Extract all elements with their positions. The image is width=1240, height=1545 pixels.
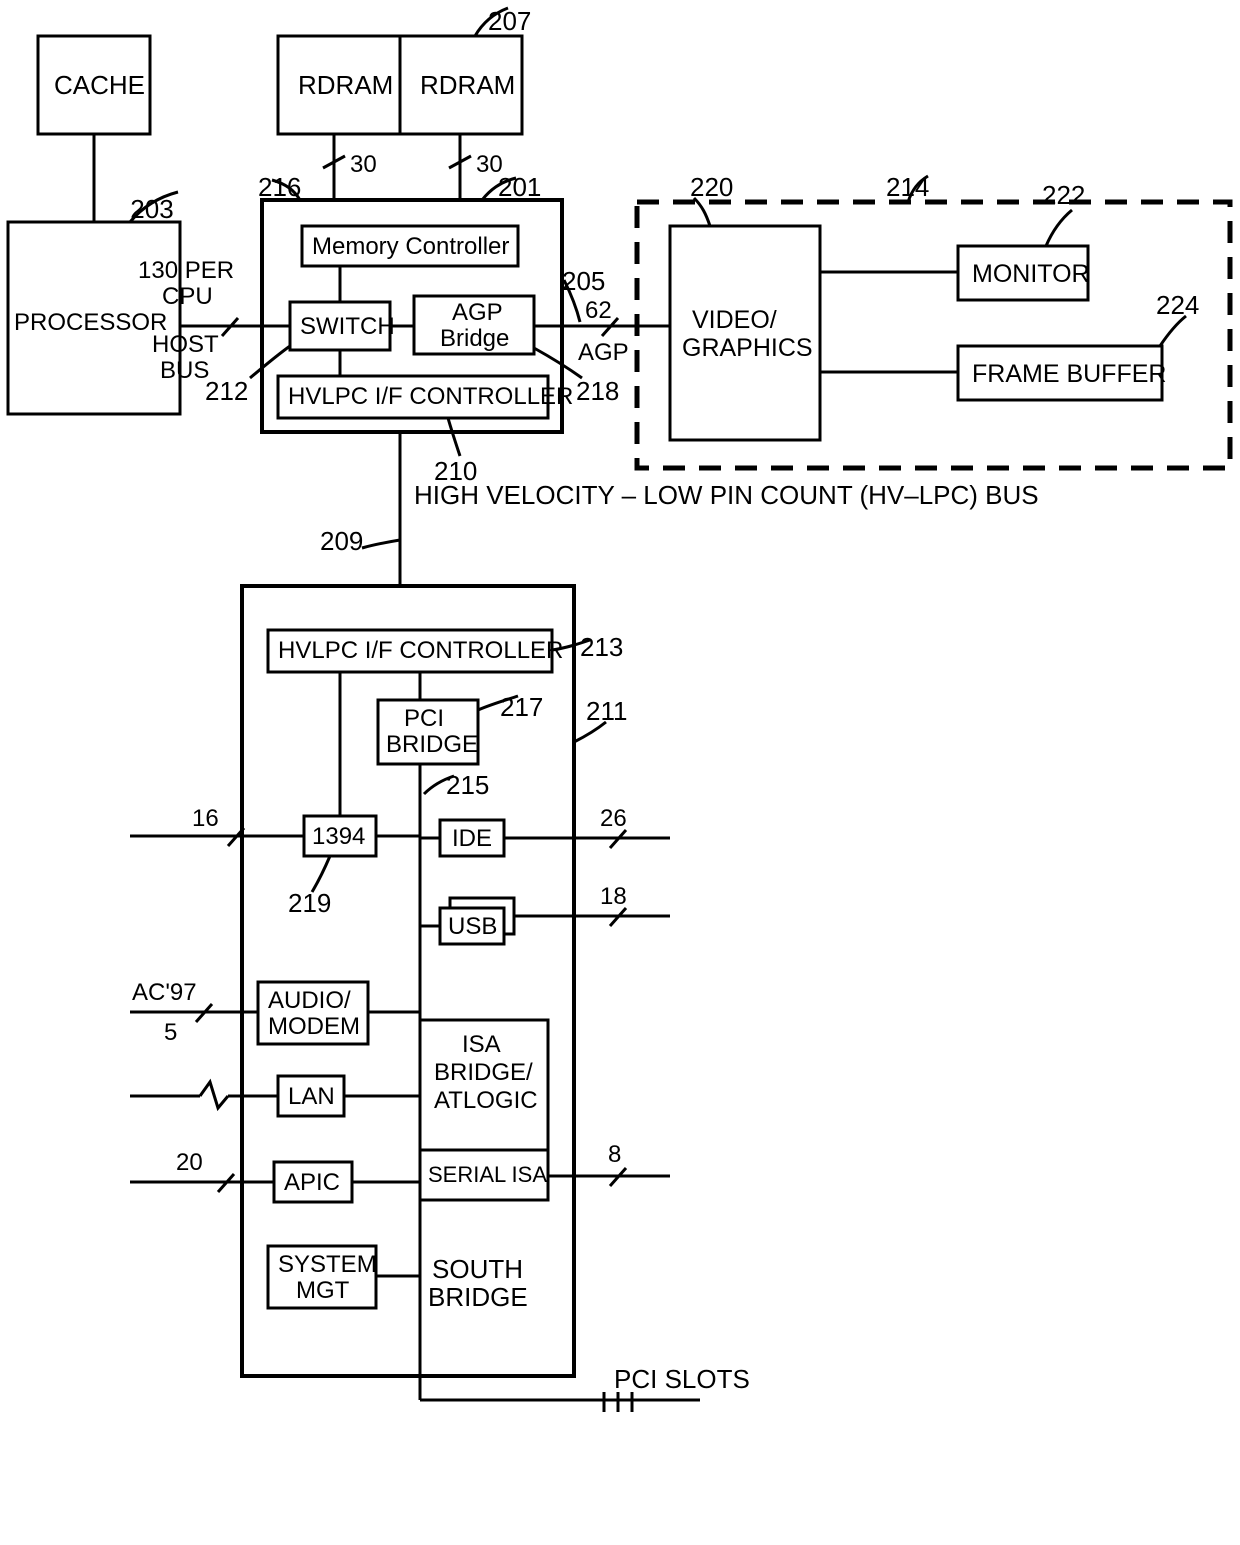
video-ref-leader — [694, 198, 710, 226]
memctrl-ref: 216 — [258, 172, 301, 202]
agp-line2: Bridge — [440, 325, 509, 352]
agp-bridge-ref: 218 — [576, 376, 619, 406]
serial-isa-label: SERIAL ISA — [428, 1162, 547, 1187]
isa-l0: ISA — [462, 1031, 501, 1058]
monitor-ref-leader — [1046, 210, 1072, 246]
sysmgt-l0: SYSTEM — [278, 1251, 377, 1278]
framebuf-ref: 224 — [1156, 290, 1199, 320]
cpu-bus-l1: CPU — [162, 283, 213, 310]
sysmgt-l1: MGT — [296, 1277, 350, 1304]
left-ac97: AC'97 — [132, 979, 197, 1006]
hvlpc-top-label: HVLPC I/F CONTROLLER — [288, 383, 573, 410]
left-5: 5 — [164, 1019, 177, 1046]
pcib-l0: PCI — [404, 705, 444, 732]
hvlpc-bus-ref-leader — [362, 540, 400, 548]
isa-l1: BRIDGE/ — [434, 1059, 533, 1086]
apic-label: APIC — [284, 1169, 340, 1196]
ide-label: IDE — [452, 825, 492, 852]
processor-label: PROCESSOR — [14, 309, 167, 336]
switch-ref: 212 — [205, 376, 248, 406]
ide-ref: 215 — [446, 770, 489, 800]
rdram1-pins: 30 — [350, 151, 377, 178]
cpu-bus-l0: 130 PER — [138, 257, 234, 284]
right-18: 18 — [600, 883, 627, 910]
southb-l0: SOUTH — [432, 1254, 523, 1284]
south-ref: 211 — [586, 696, 627, 726]
architecture-diagram: CACHE PROCESSOR 203 RDRAM RDRAM 207 30 3… — [0, 0, 1240, 1545]
monitor-label: MONITOR — [972, 260, 1090, 288]
lan-break — [200, 1082, 228, 1108]
southb-l1: BRIDGE — [428, 1282, 528, 1312]
switch-label: SWITCH — [300, 313, 395, 340]
hvlpc-bus-label: HIGH VELOCITY – LOW PIN COUNT (HV–LPC) B… — [414, 480, 1039, 510]
fb-ref-leader — [1160, 316, 1186, 346]
cpu-bus-l3: BUS — [160, 357, 209, 384]
video-ref: 220 — [690, 172, 733, 202]
left-20: 20 — [176, 1149, 203, 1176]
rdram2-label: RDRAM — [420, 70, 515, 100]
processor-ref: 203 — [130, 194, 173, 224]
agp-line1: AGP — [452, 299, 503, 326]
1394-ref: 219 — [288, 888, 331, 918]
monitor-ref: 222 — [1042, 180, 1085, 210]
pci-slots-label: PCI SLOTS — [614, 1364, 750, 1394]
cache-label: CACHE — [54, 70, 145, 100]
1394-label: 1394 — [312, 823, 365, 850]
video-l0: VIDEO/ — [692, 306, 777, 334]
agp-text: AGP — [578, 339, 629, 366]
isa-l2: ATLOGIC — [434, 1087, 538, 1114]
lan-label: LAN — [288, 1083, 335, 1110]
hvlpc-bot-label: HVLPC I/F CONTROLLER — [278, 637, 563, 664]
memctrl-label: Memory Controller — [312, 233, 509, 260]
right-8: 8 — [608, 1141, 621, 1168]
pcib-l1: BRIDGE — [386, 731, 478, 758]
audio-l1: MODEM — [268, 1013, 360, 1040]
rdram-ref: 207 — [488, 6, 531, 36]
north-ref: 201 — [498, 172, 541, 202]
audio-l0: AUDIO/ — [268, 987, 351, 1014]
right-26: 26 — [600, 805, 627, 832]
pci-bridge-ref: 217 — [500, 692, 543, 722]
hvlpc-bot-ref: 213 — [580, 632, 623, 662]
cpu-bus-l2: HOST — [152, 331, 219, 358]
usb-label: USB — [448, 913, 497, 940]
video-l1: GRAPHICS — [682, 334, 813, 362]
left-16: 16 — [192, 805, 219, 832]
framebuf-label: FRAME BUFFER — [972, 360, 1166, 388]
group-ref: 214 — [886, 172, 929, 202]
agp-pins: 62 — [585, 297, 612, 324]
agp-bus-ref: 205 — [562, 266, 605, 296]
rdram1-label: RDRAM — [298, 70, 393, 100]
hvlpc-bus-ref: 209 — [320, 526, 363, 556]
